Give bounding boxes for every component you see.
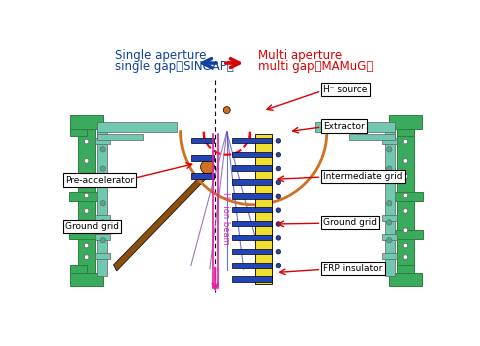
Bar bbox=[78, 122, 95, 284]
Bar bbox=[96, 130, 108, 276]
Text: H⁻ source: H⁻ source bbox=[323, 85, 367, 94]
Bar bbox=[71, 273, 103, 286]
Bar bbox=[232, 179, 272, 185]
Bar bbox=[232, 138, 272, 143]
Text: Intermediate grid: Intermediate grid bbox=[323, 172, 403, 181]
Circle shape bbox=[386, 237, 392, 243]
Circle shape bbox=[386, 201, 392, 206]
Bar bbox=[95, 215, 110, 221]
Circle shape bbox=[84, 193, 89, 198]
Circle shape bbox=[276, 152, 281, 157]
Circle shape bbox=[276, 222, 281, 226]
Bar bbox=[232, 221, 272, 226]
Text: Ground grid: Ground grid bbox=[65, 222, 119, 231]
Circle shape bbox=[403, 255, 408, 260]
Circle shape bbox=[100, 201, 106, 206]
Circle shape bbox=[201, 160, 215, 174]
Circle shape bbox=[100, 237, 106, 243]
Bar bbox=[191, 173, 214, 179]
Bar bbox=[71, 128, 87, 136]
Bar bbox=[397, 122, 414, 284]
Circle shape bbox=[100, 166, 106, 171]
Circle shape bbox=[100, 147, 106, 152]
Circle shape bbox=[276, 263, 281, 268]
Text: Pre-accelerator: Pre-accelerator bbox=[65, 176, 134, 185]
Circle shape bbox=[276, 194, 281, 199]
Bar bbox=[232, 152, 272, 157]
Bar bbox=[96, 122, 178, 131]
Bar bbox=[232, 165, 272, 171]
Bar bbox=[95, 176, 110, 182]
Circle shape bbox=[403, 139, 408, 144]
Bar bbox=[191, 155, 214, 161]
Bar bbox=[255, 134, 272, 284]
Bar bbox=[95, 138, 110, 144]
Bar bbox=[389, 273, 421, 286]
Circle shape bbox=[276, 249, 281, 254]
Text: Single aperture: Single aperture bbox=[115, 49, 206, 62]
Bar bbox=[232, 193, 272, 199]
Bar bbox=[382, 215, 397, 221]
Circle shape bbox=[100, 220, 106, 225]
Circle shape bbox=[84, 209, 89, 213]
Circle shape bbox=[403, 209, 408, 213]
Bar bbox=[71, 265, 87, 273]
Circle shape bbox=[276, 180, 281, 185]
Text: H⁻ ion beam: H⁻ ion beam bbox=[221, 192, 230, 245]
Circle shape bbox=[84, 174, 89, 179]
Circle shape bbox=[403, 193, 408, 198]
Bar bbox=[384, 130, 396, 276]
Bar bbox=[314, 122, 396, 131]
Bar bbox=[389, 230, 423, 239]
Circle shape bbox=[223, 107, 230, 113]
Circle shape bbox=[84, 158, 89, 163]
Bar bbox=[232, 235, 272, 240]
Circle shape bbox=[276, 166, 281, 171]
Bar bbox=[69, 192, 103, 201]
Bar bbox=[191, 138, 214, 143]
Bar bbox=[95, 253, 110, 260]
Bar bbox=[232, 276, 272, 282]
Text: Extractor: Extractor bbox=[323, 122, 365, 131]
Text: multi gap（MAMuG）: multi gap（MAMuG） bbox=[258, 60, 373, 73]
Circle shape bbox=[84, 255, 89, 260]
Circle shape bbox=[386, 147, 392, 152]
Circle shape bbox=[403, 243, 408, 248]
Circle shape bbox=[276, 208, 281, 212]
Bar bbox=[232, 263, 272, 268]
Text: single gap（SINGAP）: single gap（SINGAP） bbox=[115, 60, 234, 73]
Bar bbox=[389, 192, 423, 201]
Circle shape bbox=[84, 139, 89, 144]
Bar bbox=[96, 134, 143, 140]
Bar bbox=[349, 134, 396, 140]
Bar bbox=[397, 265, 414, 273]
Bar bbox=[382, 234, 397, 240]
Bar bbox=[389, 115, 421, 128]
Bar bbox=[95, 234, 110, 240]
Text: FRP insulator: FRP insulator bbox=[323, 264, 383, 273]
Bar bbox=[69, 230, 103, 239]
Circle shape bbox=[84, 228, 89, 233]
Bar bbox=[232, 249, 272, 254]
Circle shape bbox=[403, 174, 408, 179]
Circle shape bbox=[403, 158, 408, 163]
Circle shape bbox=[386, 166, 392, 171]
Bar bbox=[232, 207, 272, 212]
Text: Ground grid: Ground grid bbox=[323, 218, 377, 227]
Bar bbox=[382, 253, 397, 260]
Bar bbox=[382, 138, 397, 144]
Text: Multi aperture: Multi aperture bbox=[258, 49, 342, 62]
Circle shape bbox=[403, 228, 408, 233]
Bar bbox=[382, 176, 397, 182]
Circle shape bbox=[276, 236, 281, 240]
Circle shape bbox=[386, 220, 392, 225]
Circle shape bbox=[276, 138, 281, 143]
Bar bbox=[397, 128, 414, 136]
Polygon shape bbox=[114, 169, 211, 271]
Bar bbox=[71, 115, 103, 128]
Circle shape bbox=[84, 243, 89, 248]
